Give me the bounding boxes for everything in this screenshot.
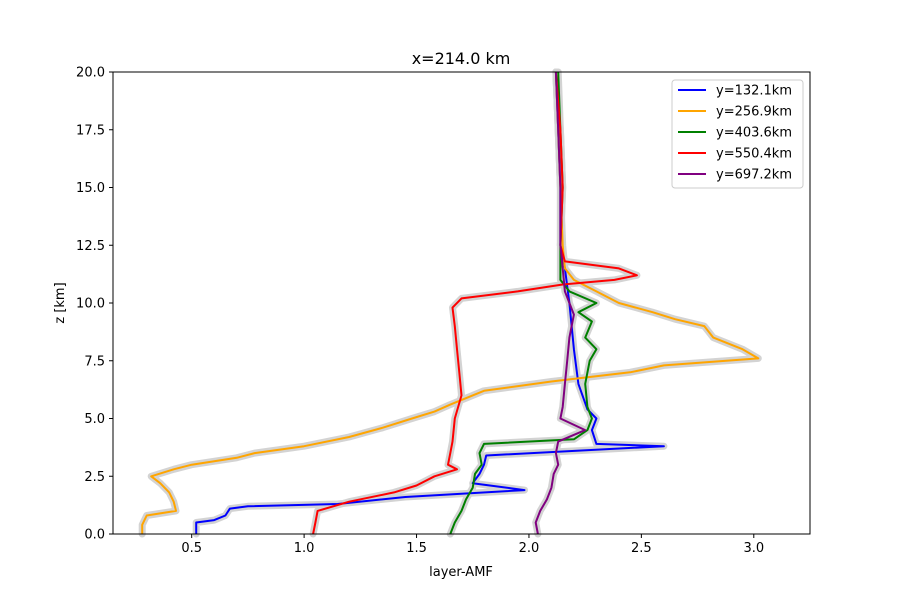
legend-label: y=132.1km <box>716 84 792 99</box>
y-tick-label: 0.0 <box>84 528 105 543</box>
legend-label: y=697.2km <box>716 168 792 183</box>
y-axis: 0.0 2.5 5.0 7.5 10.0 12.5 15.0 17.5 20.0 <box>76 66 113 543</box>
x-tick-label: 3.0 <box>743 541 764 556</box>
y-tick-label: 2.5 <box>84 470 105 485</box>
y-tick-label: 17.5 <box>76 123 105 138</box>
x-axis-title: layer-AMF <box>429 565 493 580</box>
legend-box <box>671 79 804 189</box>
series-line <box>141 71 760 534</box>
legend-label: y=550.4km <box>716 147 792 162</box>
y-tick-label: 12.5 <box>76 239 105 254</box>
y-tick-label: 10.0 <box>76 297 105 312</box>
series-line <box>312 71 638 535</box>
y-tick-label: 5.0 <box>84 412 105 427</box>
x-axis: 0.5 1.0 1.5 2.0 2.5 3.0 <box>181 534 764 556</box>
legend-label: y=256.9km <box>716 105 792 120</box>
series-line <box>195 71 665 534</box>
x-tick-label: 1.5 <box>406 541 427 556</box>
legend-label: y=403.6km <box>716 126 792 141</box>
y-tick-label: 7.5 <box>84 354 105 369</box>
y-tick-label: 20.0 <box>76 66 105 81</box>
x-tick-label: 1.0 <box>294 541 315 556</box>
x-tick-label: 2.0 <box>519 541 540 556</box>
series-lines <box>141 71 760 535</box>
chart-title: x=214.0 km <box>412 49 511 68</box>
y-tick-label: 15.0 <box>76 181 105 196</box>
y-axis-title: z [km] <box>53 282 68 323</box>
series-line <box>534 71 587 535</box>
x-tick-label: 2.5 <box>631 541 652 556</box>
legend: y=132.1km y=256.9km y=403.6km y=550.4km y=69… <box>671 79 804 189</box>
series-line <box>449 71 598 535</box>
x-tick-label: 0.5 <box>181 541 202 556</box>
